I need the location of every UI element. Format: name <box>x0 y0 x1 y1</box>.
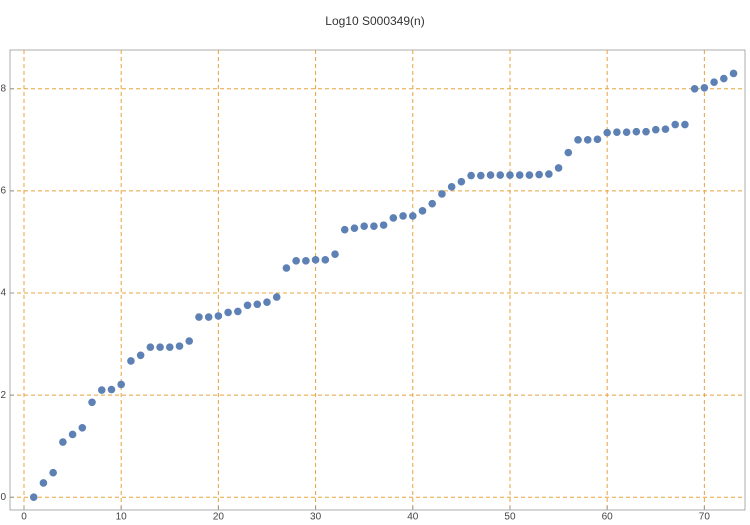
point <box>681 120 689 129</box>
point <box>175 342 184 350</box>
point <box>593 135 602 144</box>
point <box>457 177 466 186</box>
point <box>204 313 213 321</box>
x-tick-label: 70 <box>699 512 711 523</box>
x-tick-label: 0 <box>21 512 27 523</box>
point <box>49 468 57 477</box>
point <box>97 386 106 394</box>
point <box>185 337 194 345</box>
point <box>146 343 155 351</box>
point <box>156 343 164 351</box>
point <box>68 430 77 439</box>
point <box>651 125 660 134</box>
point <box>165 343 174 351</box>
point <box>447 183 456 191</box>
point <box>78 424 87 432</box>
point <box>311 256 320 264</box>
x-tick-label: 30 <box>310 512 322 523</box>
chart-title: Log10 S000349(n) <box>325 14 424 28</box>
point <box>321 256 330 264</box>
point <box>234 307 242 316</box>
point <box>379 221 388 229</box>
y-tick-label: 8 <box>0 83 6 94</box>
point <box>729 69 738 78</box>
point <box>39 479 48 487</box>
point <box>486 171 495 179</box>
point <box>428 199 437 208</box>
point <box>408 212 417 220</box>
point <box>88 398 96 407</box>
point <box>690 85 699 93</box>
point <box>671 120 680 129</box>
point <box>360 222 368 230</box>
plot-frame <box>9 49 746 511</box>
point <box>496 171 505 179</box>
point <box>583 136 592 144</box>
point <box>720 74 728 83</box>
point <box>477 171 485 180</box>
point <box>29 493 38 502</box>
point <box>564 148 573 157</box>
point <box>253 300 262 309</box>
point <box>272 293 281 301</box>
point <box>506 171 514 179</box>
point <box>418 207 427 215</box>
point <box>59 438 67 446</box>
point <box>438 190 446 198</box>
point <box>331 250 339 259</box>
point <box>535 170 543 179</box>
point <box>302 257 310 265</box>
y-tick-label: 2 <box>0 390 6 401</box>
point <box>282 264 291 272</box>
point <box>613 128 621 136</box>
point <box>340 225 349 234</box>
x-tick-label: 50 <box>504 512 516 523</box>
point <box>632 127 641 136</box>
point <box>467 171 475 180</box>
point <box>525 171 534 179</box>
point <box>554 164 563 172</box>
point <box>243 301 252 310</box>
point <box>661 125 670 133</box>
y-tick-label: 4 <box>0 288 6 299</box>
point <box>574 136 582 144</box>
x-tick-label: 60 <box>602 512 614 523</box>
x-tick-label: 20 <box>213 512 225 523</box>
x-tick-label: 10 <box>116 512 128 523</box>
point <box>263 298 271 307</box>
point <box>214 312 223 320</box>
point <box>107 385 116 394</box>
point <box>195 313 203 321</box>
point <box>545 170 553 178</box>
point <box>127 357 135 365</box>
point <box>622 128 631 136</box>
point <box>117 380 125 389</box>
point <box>292 257 300 265</box>
point <box>389 214 398 222</box>
y-tick-label: 6 <box>0 186 6 197</box>
x-tick-label: 40 <box>407 512 419 523</box>
point <box>399 212 407 220</box>
point <box>603 128 611 137</box>
point <box>370 222 378 230</box>
y-tick-label: 0 <box>0 492 6 503</box>
point <box>224 308 232 317</box>
point <box>700 83 709 92</box>
point <box>710 78 718 86</box>
point <box>642 127 650 136</box>
point <box>350 224 359 232</box>
point <box>136 351 145 360</box>
point <box>515 171 524 179</box>
